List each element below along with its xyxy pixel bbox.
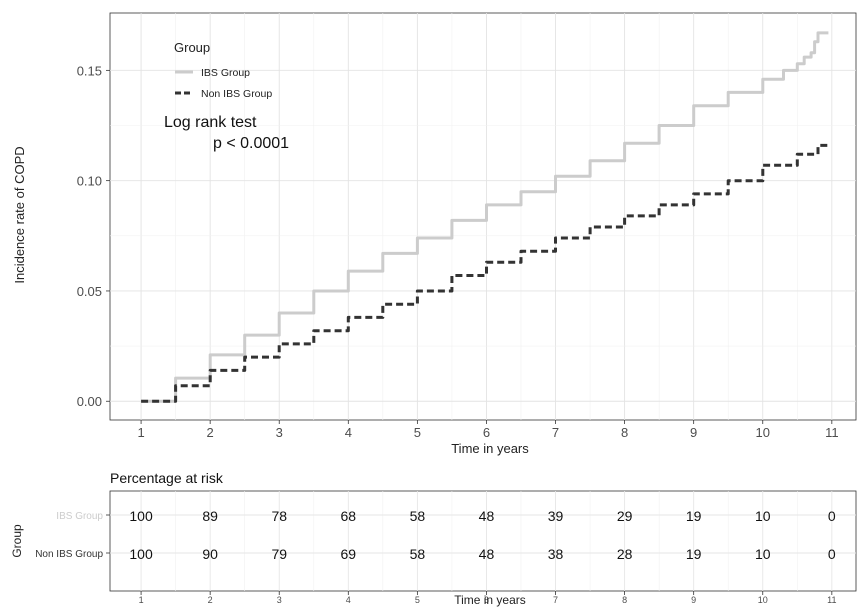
table-row-label: Non IBS Group — [35, 549, 103, 560]
risk-table-x-ticks: 1 2 3 4 5 6 7 8 9 10 11 — [139, 591, 836, 605]
x-tick-label: 11 — [825, 425, 839, 440]
table-cell-value: 38 — [548, 546, 564, 562]
risk-table-grid — [140, 491, 833, 591]
table-cell-value: 10 — [755, 508, 771, 524]
y-axis-ticks: 0.00 0.05 0.10 0.15 — [77, 63, 110, 409]
x-tick-label: 8 — [621, 425, 628, 440]
x-tick-label: 2 — [207, 425, 214, 440]
p-value-label: p < 0.0001 — [213, 135, 289, 152]
risk-table-x-title: Time in years — [454, 593, 526, 607]
table-cell-value: 90 — [202, 546, 218, 562]
table-x-tick-label: 6 — [484, 595, 489, 605]
legend: Group IBS Group Non IBS Group — [174, 40, 272, 100]
plot-panel — [109, 12, 857, 421]
table-cell-value: 0 — [828, 546, 836, 562]
table-x-tick-label: 7 — [553, 595, 558, 605]
legend-label-non-ibs: Non IBS Group — [201, 88, 272, 100]
series-line-ibs — [141, 31, 829, 403]
main-plot: 0.00 0.05 0.10 0.15 1 2 3 4 5 6 7 8 9 10 11 Time in y… — [12, 12, 857, 456]
series-lines — [141, 31, 829, 403]
table-cell-value: 78 — [271, 508, 287, 524]
y-tick-label: 0.05 — [77, 284, 102, 299]
legend-label-ibs: IBS Group — [201, 67, 250, 79]
risk-table-title: Percentage at risk — [110, 470, 224, 486]
x-tick-label: 6 — [483, 425, 490, 440]
y-tick-label: 0.00 — [77, 394, 102, 409]
table-cell-value: 68 — [341, 508, 357, 524]
table-cell-value: 48 — [479, 546, 495, 562]
table-x-tick-label: 8 — [622, 595, 627, 605]
table-x-tick-label: 2 — [208, 595, 213, 605]
table-cell-value: 19 — [686, 546, 702, 562]
table-cell-value: 100 — [129, 508, 153, 524]
table-x-tick-label: 9 — [691, 595, 696, 605]
x-axis-title: Time in years — [451, 441, 529, 456]
table-cell-value: 89 — [202, 508, 218, 524]
table-cell-value: 29 — [617, 508, 633, 524]
y-axis-title: Incidence rate of COPD — [12, 146, 27, 283]
log-rank-label: Log rank test — [164, 114, 257, 131]
y-tick-label: 0.10 — [77, 174, 102, 189]
table-x-tick-label: 11 — [827, 595, 836, 605]
x-tick-label: 10 — [756, 425, 770, 440]
table-cell-value: 10 — [755, 546, 771, 562]
table-cell-value: 58 — [410, 508, 426, 524]
grid-lines — [110, 13, 856, 420]
table-cell-value: 79 — [271, 546, 287, 562]
table-row-label: IBS Group — [56, 511, 103, 522]
table-cell-value: 58 — [410, 546, 426, 562]
x-tick-label: 1 — [137, 425, 144, 440]
x-axis-ticks: 1 2 3 4 5 6 7 8 9 10 11 — [137, 420, 839, 440]
x-tick-label: 3 — [276, 425, 283, 440]
table-x-tick-label: 3 — [277, 595, 282, 605]
x-tick-label: 7 — [552, 425, 559, 440]
table-x-tick-label: 1 — [139, 595, 144, 605]
y-tick-label: 0.15 — [77, 63, 102, 78]
legend-title: Group — [174, 40, 210, 55]
table-cell-value: 39 — [548, 508, 564, 524]
x-tick-label: 4 — [345, 425, 352, 440]
risk-table: Percentage at risk IBS Group 100 89 78 68 58 4… — [10, 470, 857, 607]
x-tick-label: 5 — [414, 425, 421, 440]
risk-table-panel — [109, 490, 857, 592]
table-cell-value: 100 — [129, 546, 153, 562]
table-x-tick-label: 10 — [758, 595, 768, 605]
table-cell-value: 48 — [479, 508, 495, 524]
table-cell-value: 19 — [686, 508, 702, 524]
table-x-tick-label: 4 — [346, 595, 351, 605]
table-cell-value: 69 — [341, 546, 357, 562]
x-tick-label: 9 — [690, 425, 697, 440]
series-line-non-ibs — [141, 143, 829, 403]
risk-table-y-title: Group — [10, 524, 24, 558]
table-cell-value: 0 — [828, 508, 836, 524]
table-x-tick-label: 5 — [415, 595, 420, 605]
table-cell-value: 28 — [617, 546, 633, 562]
